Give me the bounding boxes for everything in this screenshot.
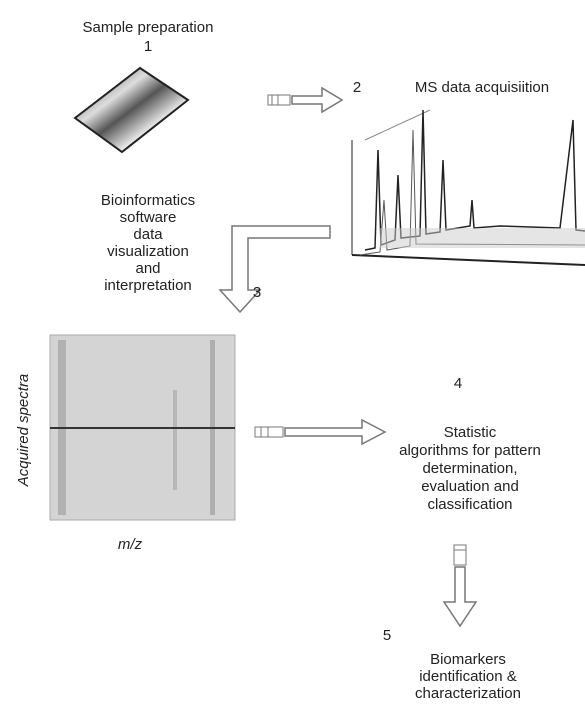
step-label: interpretation — [104, 277, 192, 294]
step-label: and — [135, 260, 160, 277]
step-number: 1 — [144, 38, 152, 55]
step-label: Bioinformatics — [101, 192, 195, 209]
spectra-heatmap — [49, 334, 236, 521]
step-label: software — [120, 209, 177, 226]
step-label: MS data acquisiition — [415, 79, 549, 96]
step-label: data — [133, 226, 163, 243]
arrow — [442, 544, 478, 628]
arrow — [267, 86, 344, 114]
step-label: visualization — [107, 243, 189, 260]
step-label: classification — [427, 496, 512, 513]
step-label: identification & — [419, 668, 517, 685]
step-label: Sample preparation — [83, 19, 214, 36]
step-label: evaluation and — [421, 478, 519, 495]
step-label: Biomarkers — [430, 651, 506, 668]
step-number: 5 — [383, 627, 391, 644]
step-label: Statistic — [444, 424, 497, 441]
sample-slide — [73, 66, 190, 154]
arrow — [254, 418, 387, 446]
axis-label: m/z — [118, 536, 143, 553]
ms-spectra-plot — [351, 109, 585, 266]
step-number: 4 — [454, 375, 462, 392]
step-number: 2 — [353, 79, 361, 96]
step-label: characterization — [415, 685, 521, 702]
step-number: 3 — [253, 284, 261, 301]
arrow — [218, 225, 331, 314]
axis-label: Acquired spectra — [15, 374, 32, 488]
step-label: determination, — [422, 460, 517, 477]
step-label: algorithms for pattern — [399, 442, 541, 459]
